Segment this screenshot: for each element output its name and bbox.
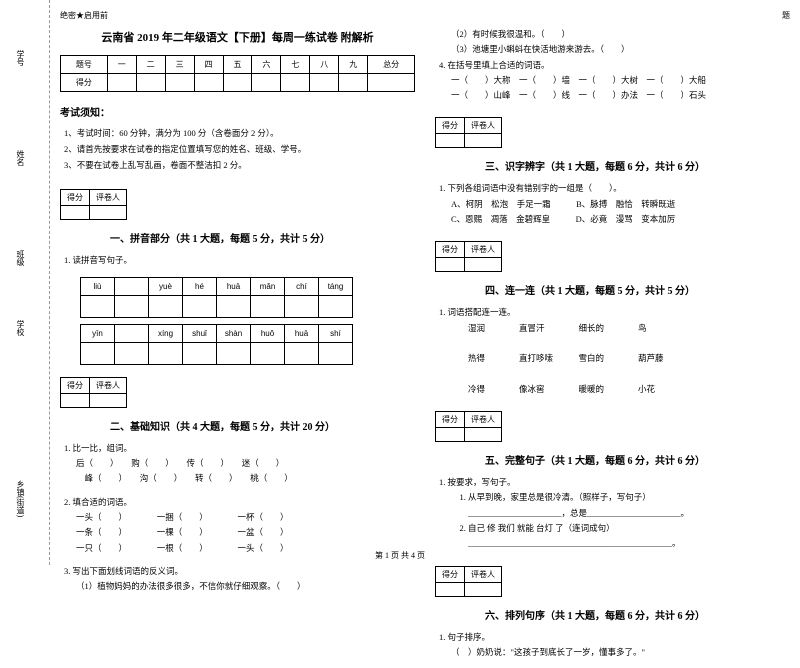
score-h2: 二 [136,56,165,74]
q3-1: 1. 下列各组词语中没有错别字的一组是（ ）。 A、柯阴 松泡 手足一霜 B、脉… [435,181,790,227]
score-h1: 一 [107,56,136,74]
section-5-title: 五、完整句子（共 1 大题，每题 6 分，共计 6 分） [435,452,790,467]
section-2-title: 二、基础知识（共 4 大题，每题 5 分，共计 20 分） [60,418,415,433]
secret-mark: 绝密★启用前 [60,10,415,21]
notice-1: 1、考试时间：60 分钟，满分为 100 分（含卷面分 2 分）。 [64,125,415,141]
section-box-3: 得分评卷人 [435,117,502,148]
binding-strip: 学号 姓名 班级 学校 乡镇(街道) [0,0,50,565]
score-h10: 总分 [368,56,415,74]
binding-label-town: 乡镇(街道) [15,480,26,517]
q1-1: 1. 读拼音写句子。 [60,253,415,268]
section-6-title: 六、排列句序（共 1 大题，每题 6 分，共计 6 分） [435,607,790,622]
topright-label: 题 [435,10,790,21]
notice-3: 3、不要在试卷上乱写乱画，卷面不整洁扣 2 分。 [64,157,415,173]
score-r0: 得分 [61,74,108,92]
score-h9: 九 [339,56,368,74]
binding-label-name: 姓名 [15,150,26,166]
section-3-title: 三、识字辨字（共 1 大题，每题 6 分，共计 6 分） [435,158,790,173]
score-h5: 五 [223,56,252,74]
right-column: 题 （2）有时候我很温和。（ ） （3）池塘里小蝌蚪在快活地游来游去。（ ） 4… [435,10,790,668]
section-box-5: 得分评卷人 [435,411,502,442]
binding-label-class: 班级 [15,250,26,266]
section-box-1: 得分评卷人 [60,189,127,220]
section-1-title: 一、拼音部分（共 1 大题，每题 5 分，共计 5 分） [60,230,415,245]
score-h3: 三 [165,56,194,74]
q5-1: 1. 按要求，写句子。 1. 从早到晚，家里总是很冷清。（照样子，写句子） __… [435,475,790,551]
score-h0: 题号 [61,56,108,74]
q4-1: 1. 词语搭配连一连。 湿润 直冒汗 细长的 鸟 热得 直打哆嗦 雪白的 葫芦藤… [435,305,790,397]
score-h6: 六 [252,56,281,74]
section-4-title: 四、连一连（共 1 大题，每题 5 分，共计 5 分） [435,282,790,297]
pinyin-table-1: liù yuèhé huāmǎn chítáng [80,277,353,318]
q2-3-cont: （2）有时候我很温和。（ ） （3）池塘里小蝌蚪在快活地游来游去。（ ） 4. … [435,27,790,103]
q2-2: 2. 填合适的词语。 一头（ ） 一捆（ ） 一杯（ ） 一条（ ） 一棵（ ）… [60,495,415,556]
exam-title: 云南省 2019 年二年级语文【下册】每周一练试卷 附解析 [60,29,415,45]
score-h8: 八 [310,56,339,74]
q6-1: 1. 句子排序。 （ ）奶奶说："这孩子到底长了一岁，懂事多了。" [435,630,790,661]
left-column: 绝密★启用前 云南省 2019 年二年级语文【下册】每周一练试卷 附解析 题号 … [60,10,415,668]
binding-label-id: 学号 [15,50,26,66]
pinyin-table-2: yīn xíngshuǐ shànhuǒ huāshí [80,324,353,365]
score-h4: 四 [194,56,223,74]
section-box-6: 得分评卷人 [435,566,502,597]
q2-3: 3. 写出下面划线词语的反义词。 （1）植物妈妈的办法很多很多，不信你就仔细观察… [60,564,415,595]
score-table: 题号 一 二 三 四 五 六 七 八 九 总分 得分 [60,55,415,92]
score-h7: 七 [281,56,310,74]
notice-list: 1、考试时间：60 分钟，满分为 100 分（含卷面分 2 分）。 2、请首先按… [60,125,415,173]
notice-title: 考试须知： [60,104,415,119]
page-content: 绝密★启用前 云南省 2019 年二年级语文【下册】每周一练试卷 附解析 题号 … [60,10,790,668]
notice-2: 2、请首先按要求在试卷的指定位置填写您的姓名、班级、学号。 [64,141,415,157]
section-box-4: 得分评卷人 [435,241,502,272]
page-footer: 第 1 页 共 4 页 [0,550,800,561]
section-box-2: 得分评卷人 [60,377,127,408]
q2-1: 1. 比一比，组词。 后（ ） 购（ ） 传（ ） 迷（ ） 峰（ ） 沟（ ）… [60,441,415,487]
binding-label-school: 学校 [15,320,26,336]
